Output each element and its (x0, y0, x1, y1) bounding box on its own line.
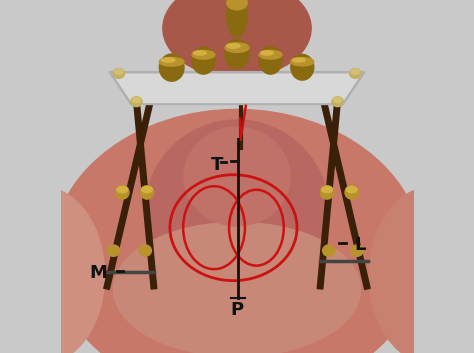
Ellipse shape (192, 47, 215, 74)
Ellipse shape (145, 120, 329, 304)
Ellipse shape (227, 43, 240, 48)
Ellipse shape (225, 39, 249, 69)
Ellipse shape (350, 68, 361, 78)
Ellipse shape (192, 50, 215, 59)
Ellipse shape (225, 43, 249, 52)
Ellipse shape (132, 97, 141, 103)
Text: P: P (231, 301, 244, 319)
Ellipse shape (259, 47, 282, 74)
Ellipse shape (184, 127, 290, 226)
Ellipse shape (159, 54, 184, 81)
Ellipse shape (163, 0, 311, 78)
Ellipse shape (0, 187, 105, 353)
Ellipse shape (346, 186, 357, 193)
Ellipse shape (159, 58, 184, 66)
Ellipse shape (291, 54, 314, 80)
Text: M: M (90, 264, 108, 282)
Ellipse shape (259, 50, 282, 59)
Ellipse shape (116, 186, 129, 199)
Ellipse shape (131, 97, 142, 107)
Ellipse shape (107, 245, 119, 256)
Ellipse shape (115, 69, 123, 74)
Ellipse shape (140, 186, 154, 199)
Ellipse shape (161, 58, 175, 62)
Ellipse shape (227, 0, 247, 10)
Ellipse shape (322, 186, 332, 193)
Ellipse shape (113, 222, 361, 353)
Ellipse shape (351, 245, 363, 256)
Ellipse shape (320, 186, 334, 199)
Ellipse shape (139, 245, 151, 256)
Ellipse shape (323, 245, 335, 256)
Ellipse shape (332, 97, 343, 107)
Ellipse shape (292, 58, 305, 62)
Ellipse shape (333, 97, 342, 103)
Ellipse shape (261, 51, 273, 55)
Ellipse shape (113, 68, 124, 78)
Ellipse shape (291, 58, 314, 66)
Ellipse shape (142, 186, 152, 193)
Text: L: L (354, 237, 365, 254)
Ellipse shape (193, 51, 206, 55)
Ellipse shape (345, 186, 358, 199)
Ellipse shape (227, 0, 247, 37)
Ellipse shape (52, 109, 422, 353)
Polygon shape (110, 72, 364, 104)
Ellipse shape (351, 69, 359, 74)
Ellipse shape (369, 187, 474, 353)
Ellipse shape (117, 186, 128, 193)
Text: T: T (211, 156, 224, 174)
